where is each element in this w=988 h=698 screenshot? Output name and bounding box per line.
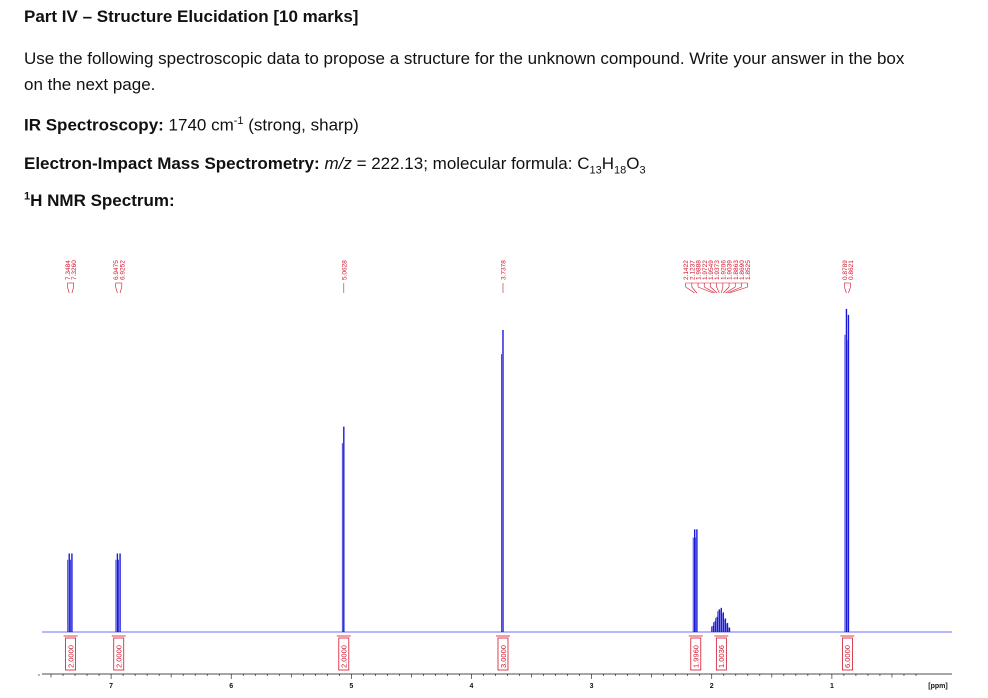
- integral-value: 2.0000: [66, 645, 75, 668]
- section-title: Part IV – Structure Elucidation [10 mark…: [24, 7, 359, 26]
- integral-box: [338, 637, 350, 671]
- peak-label-connector: [704, 286, 716, 294]
- nmr-label: H NMR Spectrum:: [30, 190, 175, 210]
- peak-shift-label: 5.0628: [341, 260, 348, 280]
- integral-value: 3.0000: [499, 645, 508, 668]
- ir-label: IR Spectroscopy:: [24, 115, 164, 135]
- peak-label-connector: [685, 286, 695, 294]
- peak-label-connector: [844, 286, 847, 294]
- integral-value: 1.0036: [717, 645, 726, 668]
- integral-value: 2.0000: [115, 645, 124, 668]
- integral-box: [65, 637, 76, 671]
- peak-label-connector: [725, 286, 736, 294]
- integral-value: 1.9960: [692, 645, 701, 668]
- peak-shift-label: 1.9722: [702, 260, 709, 280]
- peak-shift-label: 1.9039: [727, 260, 734, 280]
- instructions-text: Use the following spectroscopic data to …: [24, 49, 905, 94]
- peak-shift-label: 1.9888: [696, 260, 703, 280]
- peak-shift-label: 0.8621: [848, 260, 855, 280]
- ir-note: (strong, sharp): [248, 115, 359, 135]
- peak-label-connector: [721, 286, 724, 294]
- peak-shift-label: 0.8789: [842, 260, 849, 280]
- peak-label-connector: [848, 286, 851, 294]
- peak-label-connector: [716, 286, 720, 294]
- ir-line: IR Spectroscopy: 1740 cm-1 (strong, shar…: [24, 115, 359, 136]
- peak-label-connector: [697, 286, 714, 294]
- peak-label-connector: [691, 286, 698, 294]
- peak-label-connector: [71, 286, 74, 294]
- x-tick-label: 4: [470, 683, 474, 690]
- peak-label-connector: [115, 286, 118, 294]
- peak-shift-label: 7.3484: [65, 260, 72, 280]
- peak-label-connector: [119, 286, 123, 294]
- peak-shift-label: 1.8525: [745, 260, 752, 280]
- nmr-spectrum-chart: 7.3484 7.3260 6.9475 6.9252 5.0628 3.7378 2.14…: [38, 260, 952, 690]
- molecular-formula: C13H18O3: [577, 154, 646, 177]
- x-axis-unit-label: [ppm]: [928, 683, 947, 690]
- peak-shift-label: 2.1422: [683, 260, 690, 280]
- ir-value: 1740 cm: [168, 115, 234, 135]
- x-tick-label: 7: [109, 683, 113, 690]
- peak-label-connector: [729, 286, 748, 294]
- integral-value: 6.0000: [843, 645, 852, 668]
- peak-shift-label: 3.7378: [500, 260, 507, 280]
- integral-box: [715, 637, 727, 671]
- peak-shift-label: 1.8690: [739, 260, 746, 280]
- peak-label-connector: [723, 286, 730, 294]
- peak-shift-label: 1.9206: [720, 260, 727, 280]
- x-tick-label: 6: [229, 683, 233, 690]
- integral-box: [690, 637, 702, 671]
- integral-box: [113, 637, 125, 671]
- mz-value: = 222.13; molecular formula:: [356, 154, 578, 173]
- integral-box: [497, 637, 509, 671]
- ms-label: Electron-Impact Mass Spectrometry:: [24, 154, 320, 173]
- peak-shift-label: 1.9549: [708, 260, 715, 280]
- peak-shift-label: 6.9475: [113, 260, 120, 280]
- x-tick-label: 2: [710, 683, 714, 690]
- x-tick-label: 1: [830, 683, 834, 690]
- mz-label: m/z: [324, 154, 352, 173]
- peak-label-connector: [67, 286, 70, 294]
- integral-value: 2.0000: [340, 645, 349, 668]
- nmr-heading: 1H NMR Spectrum:: [24, 190, 175, 211]
- x-tick-label: 5: [349, 683, 353, 690]
- ms-line: Electron-Impact Mass Spectrometry: m/z =…: [24, 154, 646, 176]
- peak-shift-label: 2.1237: [689, 260, 696, 280]
- peak-label-connector: [710, 286, 718, 294]
- integral-box: [842, 637, 853, 671]
- nmr-nucleus: 1: [24, 190, 31, 202]
- peak-shift-label: 6.9252: [119, 260, 126, 280]
- peak-label-connector: [727, 286, 742, 294]
- peak-shift-label: 1.8863: [733, 260, 740, 280]
- x-tick-label: 3: [590, 683, 594, 690]
- peak-shift-label: 7.3260: [71, 260, 78, 280]
- peak-shift-label: 1.9373: [714, 260, 721, 280]
- ir-exponent: -1: [233, 115, 244, 127]
